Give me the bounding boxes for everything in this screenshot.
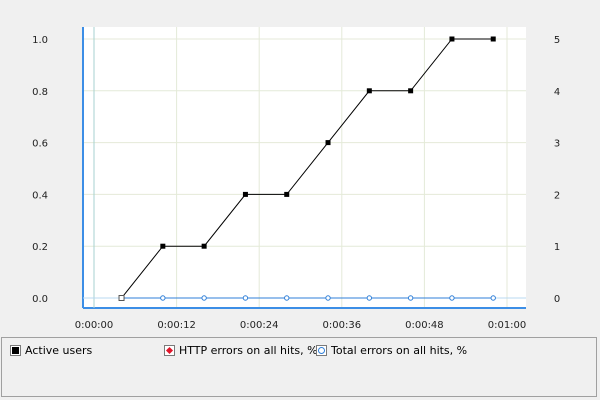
data-point-total-errors-on-all-hits (284, 295, 290, 301)
x-tick-label: 0:00:00 (75, 320, 114, 331)
y-right-tick-label: 5 (554, 35, 560, 46)
legend-label-http-errors: HTTP errors on all hits, % (179, 344, 318, 357)
data-point-total-errors-on-all-hits (242, 295, 249, 301)
y-left-tick-label: 0.0 (32, 294, 48, 305)
y-left-tick-label: 1.0 (32, 35, 48, 46)
data-point-total-errors-on-all-hits (366, 295, 373, 301)
square-marker-icon (10, 345, 21, 356)
legend-item-active-users[interactable]: Active users (10, 344, 92, 357)
data-point-total-errors-on-all-hits (201, 295, 207, 301)
y-right-tick-label: 4 (554, 87, 560, 98)
y-left-tick-label: 0.2 (32, 242, 48, 253)
legend-item-total-errors[interactable]: Total errors on all hits, % (316, 344, 467, 357)
legend-label-total-errors: Total errors on all hits, % (331, 344, 468, 357)
data-point-active-users (490, 36, 496, 42)
y-left-tick-label: 0.6 (32, 139, 48, 150)
x-tick-label: 0:00:12 (157, 320, 196, 331)
x-tick-label: 0:00:48 (405, 320, 444, 331)
data-point-active-users (201, 243, 207, 249)
x-tick-label: 0:00:24 (240, 320, 279, 331)
legend-item-http-errors[interactable]: HTTP errors on all hits, % (164, 344, 318, 357)
y-left-tick-label: 0.8 (32, 87, 48, 98)
data-point-active-users (242, 191, 248, 197)
x-tick-label: 0:00:36 (323, 320, 362, 331)
tick-labels: 0:00:00 0:00:12 0:00:24 0:00:36 0:00:48 0:01:… (32, 35, 560, 331)
series-layer (118, 36, 496, 301)
data-point-active-users (408, 88, 414, 94)
legend-label-active-users: Active users (25, 344, 93, 357)
y-right-tick-label: 3 (554, 139, 560, 150)
data-point-active-users (284, 191, 290, 197)
data-point-active-users (118, 295, 125, 301)
circle-marker-icon (316, 345, 327, 356)
data-point-active-users (160, 243, 166, 249)
x-tick-label: 0:01:00 (488, 320, 527, 331)
line-chart: 0:00:00 0:00:12 0:00:24 0:00:36 0:00:48 0:01:… (32, 27, 561, 331)
data-point-total-errors-on-all-hits (490, 295, 496, 301)
y-left-tick-label: 0.4 (32, 190, 48, 201)
y-right-tick-label: 2 (554, 190, 560, 201)
data-point-total-errors-on-all-hits (160, 295, 166, 301)
series-line-active-users (121, 38, 494, 299)
plot-area (83, 27, 526, 308)
y-right-tick-label: 0 (554, 294, 560, 305)
data-point-total-errors-on-all-hits (449, 295, 455, 301)
y-right-tick-label: 1 (554, 242, 560, 253)
data-point-active-users (325, 140, 331, 146)
data-point-active-users (366, 88, 372, 94)
data-point-active-users (449, 36, 455, 42)
diamond-marker-icon (164, 345, 175, 356)
data-point-total-errors-on-all-hits (325, 295, 331, 301)
chart-legend: Active users HTTP errors on all hits, % … (1, 337, 597, 397)
data-point-total-errors-on-all-hits (407, 295, 414, 301)
